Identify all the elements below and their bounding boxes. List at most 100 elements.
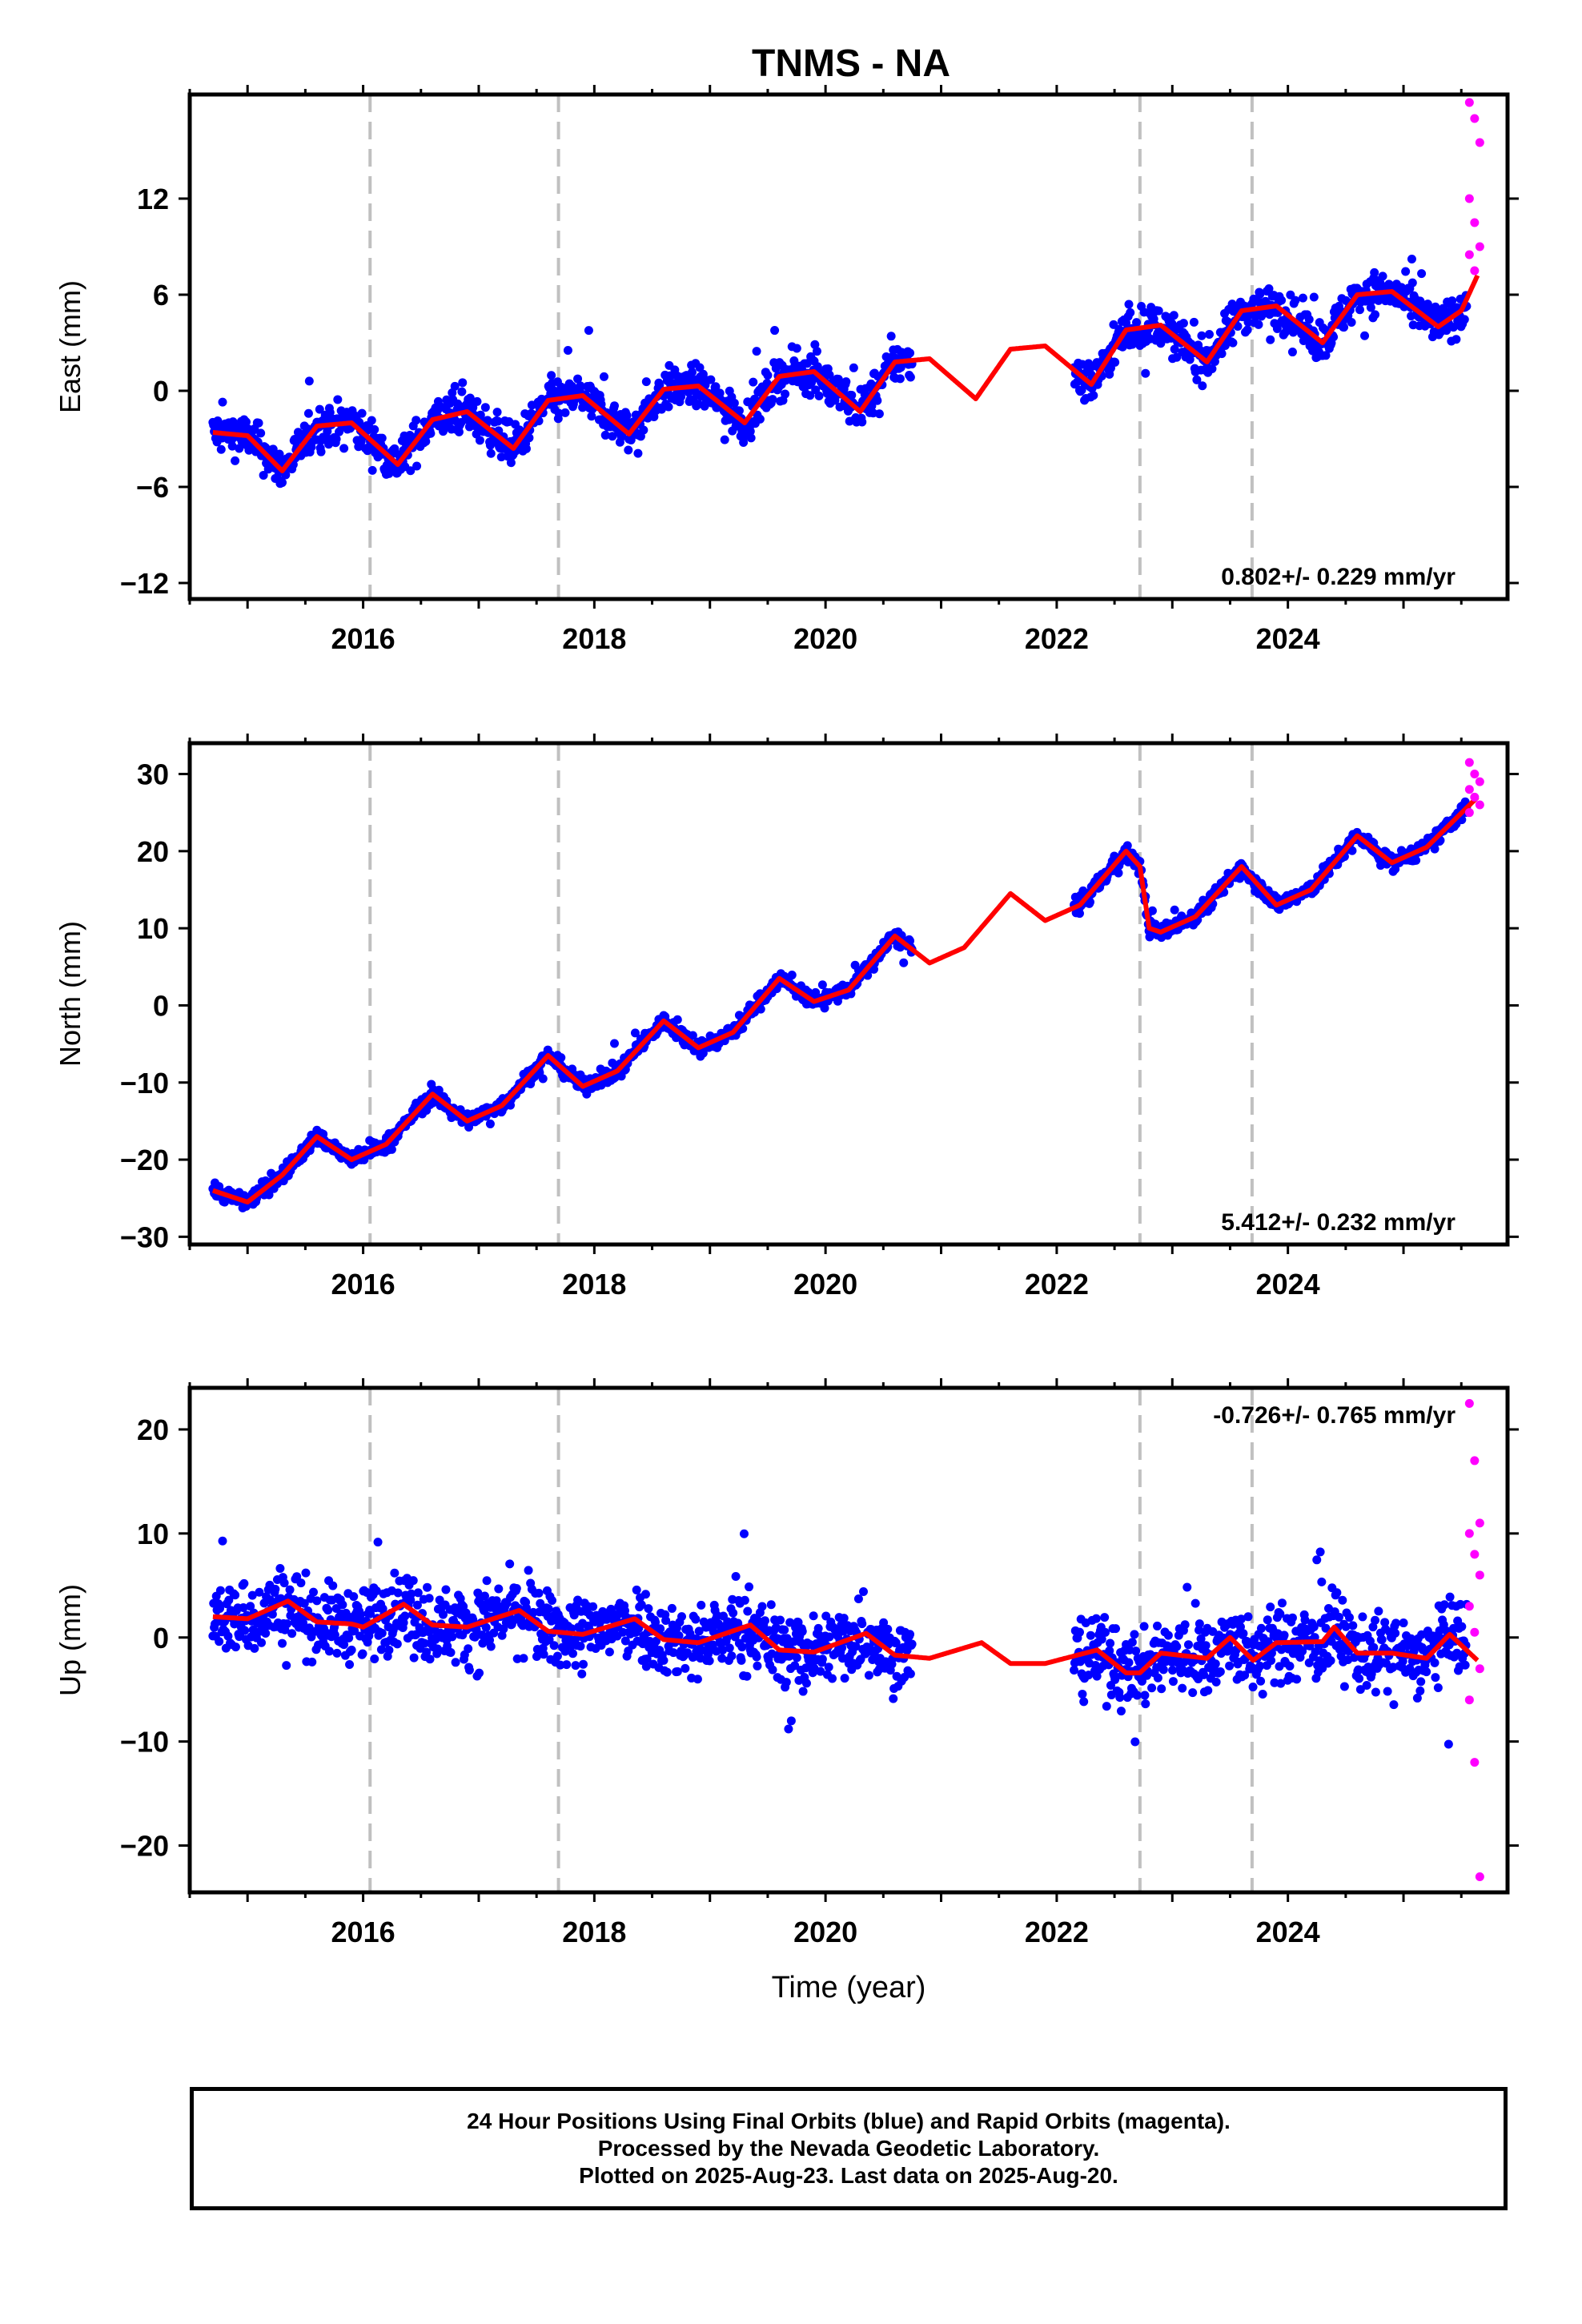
data-point <box>373 1538 383 1547</box>
data-point <box>218 397 227 407</box>
data-point <box>905 1630 915 1639</box>
data-point <box>770 326 780 336</box>
data-point <box>1277 296 1287 305</box>
data-point <box>1371 1615 1380 1625</box>
data-point <box>1192 375 1202 384</box>
data-point <box>776 1615 785 1625</box>
data-point <box>787 971 797 980</box>
data-point <box>1139 1622 1149 1631</box>
data-point <box>674 1631 684 1641</box>
data-point <box>218 1536 227 1546</box>
data-point <box>725 1643 734 1653</box>
data-point <box>328 1581 338 1590</box>
data-point <box>688 368 697 377</box>
data-point <box>792 1653 801 1663</box>
chart-title: TNMS - NA <box>752 42 950 85</box>
data-point <box>1085 897 1094 907</box>
data-point <box>688 1031 697 1040</box>
data-point <box>1170 344 1179 354</box>
data-point <box>781 389 790 399</box>
data-point <box>609 1039 619 1048</box>
data-point <box>560 1647 570 1656</box>
data-point <box>1153 1621 1162 1630</box>
data-point <box>1264 284 1274 294</box>
data-point <box>451 1658 460 1667</box>
x-tick-label: 2016 <box>331 1268 396 1301</box>
rapid-point <box>1464 808 1474 818</box>
data-point <box>1092 1671 1102 1681</box>
data-point <box>873 396 882 405</box>
data-point <box>1371 310 1380 320</box>
data-point <box>798 1687 808 1696</box>
data-point <box>576 1642 585 1651</box>
data-point <box>412 461 422 471</box>
data-point <box>492 1596 501 1606</box>
data-point <box>547 371 556 380</box>
y-tick-label: 10 <box>137 1518 169 1550</box>
data-point <box>817 980 827 990</box>
data-point <box>768 1665 777 1675</box>
data-point <box>883 1624 893 1634</box>
data-point <box>1391 1628 1400 1638</box>
data-point <box>231 1642 240 1652</box>
data-point <box>223 1631 233 1641</box>
data-point <box>677 1612 687 1622</box>
data-point <box>450 381 460 391</box>
data-point <box>667 1603 677 1613</box>
data-point <box>1203 1686 1213 1695</box>
rapid-point <box>1470 266 1480 275</box>
data-point <box>651 1636 661 1646</box>
data-point <box>790 1661 800 1671</box>
data-point <box>886 332 896 341</box>
data-point <box>384 1645 394 1655</box>
data-point <box>1130 1737 1140 1747</box>
data-point <box>282 1661 291 1671</box>
data-point <box>1377 1634 1387 1644</box>
data-point <box>640 1590 650 1599</box>
data-point <box>275 449 284 459</box>
data-point <box>641 1662 651 1671</box>
data-point <box>757 1602 767 1611</box>
data-point <box>805 391 815 400</box>
rate-annotation: 5.412+/- 0.232 mm/yr <box>1221 1209 1456 1236</box>
data-point <box>1254 320 1263 329</box>
data-point <box>1199 1670 1209 1679</box>
data-point <box>283 1619 292 1629</box>
data-point <box>563 345 572 355</box>
data-point <box>278 478 287 488</box>
data-point <box>556 1053 566 1063</box>
data-point <box>737 1655 746 1665</box>
data-point <box>639 425 648 435</box>
data-point <box>571 1661 580 1671</box>
data-point <box>760 1616 769 1626</box>
data-point <box>399 1618 408 1627</box>
data-point <box>286 1610 295 1620</box>
data-point <box>1416 1677 1426 1687</box>
data-point <box>461 1608 471 1618</box>
data-point <box>717 1654 727 1663</box>
data-point <box>745 427 755 436</box>
data-point <box>569 1610 579 1620</box>
data-point <box>331 434 341 444</box>
data-point <box>1110 357 1120 367</box>
rapid-point <box>1475 242 1484 251</box>
y-tick-label: −20 <box>120 1144 169 1176</box>
data-point <box>239 1578 249 1588</box>
data-point <box>1084 1671 1094 1680</box>
data-point <box>412 1600 422 1610</box>
data-point <box>1248 1683 1258 1692</box>
data-point <box>1287 1613 1297 1622</box>
data-point <box>576 381 585 391</box>
data-point <box>792 344 801 353</box>
data-point <box>825 1632 834 1642</box>
data-point <box>325 408 335 417</box>
data-point <box>1312 1555 1322 1565</box>
data-point <box>1211 1659 1220 1669</box>
data-point <box>1196 1634 1206 1643</box>
data-point <box>366 1609 375 1618</box>
data-point <box>357 408 367 418</box>
data-point <box>874 409 884 419</box>
data-point <box>691 1614 701 1624</box>
data-point <box>1086 1630 1095 1640</box>
